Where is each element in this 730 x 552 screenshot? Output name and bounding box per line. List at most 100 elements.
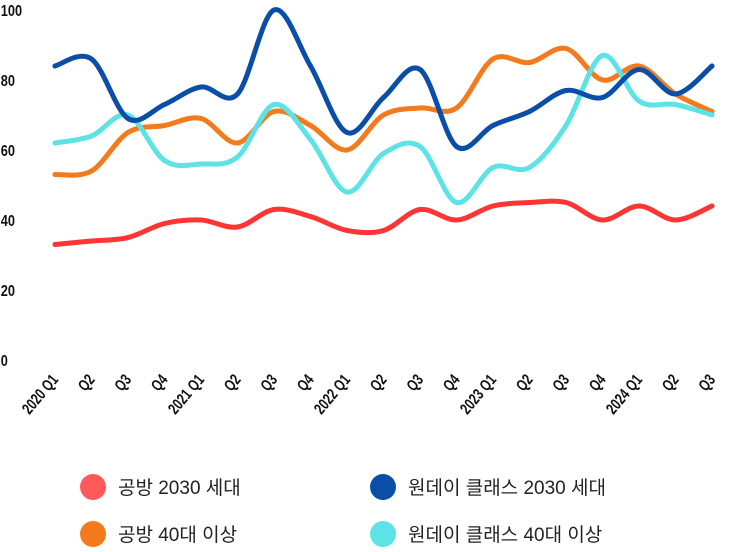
y-tick-label: 20 (1, 283, 15, 301)
data-point (271, 109, 277, 114)
data-point (344, 189, 350, 195)
data-point (454, 105, 459, 111)
data-point (198, 161, 204, 167)
x-tick-label: 2020 Q1 (18, 370, 62, 417)
data-point (308, 214, 313, 219)
data-point (381, 228, 386, 233)
data-point (381, 95, 386, 100)
data-point (600, 77, 605, 83)
data-point (381, 112, 386, 118)
data-point (454, 217, 459, 223)
data-point (125, 116, 131, 121)
legend-item-craft-40plus: 공방 40대 이상 (80, 520, 237, 547)
legend-swatch (370, 520, 396, 547)
x-tick-label: Q4 (585, 370, 609, 394)
legend-swatch (80, 473, 106, 500)
y-tick-label: 60 (1, 143, 15, 161)
x-tick-label: Q2 (658, 370, 682, 394)
data-point (490, 123, 496, 128)
data-point (709, 203, 715, 209)
y-tick-label: 0 (1, 353, 8, 371)
legend-label: 원데이 클래스 40대 이상 (408, 525, 603, 546)
legend-item-oneday-2030: 원데이 클래스 2030 세대 (370, 473, 606, 500)
data-point (527, 60, 532, 65)
data-point (600, 53, 605, 58)
data-point (563, 200, 569, 205)
data-point (673, 102, 678, 107)
data-point (308, 123, 313, 128)
y-tick-label: 40 (1, 213, 15, 231)
data-point (563, 88, 569, 93)
data-point (125, 235, 131, 240)
data-point (417, 105, 423, 111)
x-tick-label: 2023 Q1 (456, 370, 500, 417)
y-tick-label: 80 (1, 73, 15, 91)
x-tick-label: Q3 (694, 370, 718, 394)
x-tick-label: Q4 (439, 370, 463, 394)
data-point (162, 123, 167, 128)
data-point (673, 91, 678, 97)
data-point (52, 172, 58, 177)
x-tick-label: Q2 (512, 370, 536, 394)
data-point (709, 112, 715, 118)
data-point (709, 63, 715, 69)
data-point (344, 130, 350, 135)
data-point (527, 109, 532, 114)
data-point (89, 133, 94, 139)
legend-label: 공방 2030 세대 (118, 478, 241, 499)
data-point (271, 7, 277, 13)
data-point (490, 203, 496, 209)
legend-item-craft-2030: 공방 2030 세대 (80, 473, 241, 500)
data-point (454, 200, 459, 205)
x-tick-label: 2024 Q1 (602, 370, 646, 417)
data-point (271, 207, 277, 212)
legend-swatch (370, 473, 396, 500)
data-point (125, 130, 131, 135)
data-point (235, 224, 240, 230)
x-tick-label: Q2 (220, 370, 244, 394)
data-point (454, 144, 459, 149)
x-tick-label: Q2 (74, 370, 98, 394)
data-point (198, 217, 204, 223)
data-point (235, 91, 240, 97)
legend-label: 원데이 클래스 2030 세대 (408, 478, 606, 499)
data-point (271, 102, 277, 107)
data-point (89, 168, 94, 174)
y-tick-label: 100 (1, 3, 22, 21)
data-point (162, 102, 167, 107)
x-tick-label: Q2 (366, 370, 390, 394)
data-point (563, 123, 569, 128)
data-point (344, 228, 350, 233)
data-point (417, 144, 423, 149)
data-point (52, 63, 58, 69)
data-point (52, 242, 58, 247)
x-tick-label: Q3 (548, 370, 572, 394)
data-point (600, 217, 605, 223)
series-line-0 (52, 198, 715, 247)
x-tick-label: Q3 (402, 370, 426, 394)
data-point (490, 165, 496, 170)
data-point (162, 221, 167, 226)
data-point (563, 46, 569, 51)
x-tick-label: 2021 Q1 (164, 370, 208, 417)
data-point (636, 203, 642, 209)
x-tick-label: Q4 (293, 370, 317, 394)
data-point (527, 165, 532, 170)
data-point (344, 147, 350, 153)
data-point (636, 98, 642, 104)
legend-label: 공방 40대 이상 (118, 525, 238, 546)
legend-swatch (80, 520, 106, 547)
data-point (89, 56, 94, 62)
x-tick-label: Q4 (147, 370, 171, 394)
data-point (636, 67, 642, 72)
data-point (198, 116, 204, 121)
x-tick-label: Q3 (256, 370, 280, 394)
legend-item-oneday-40plus: 원데이 클래스 40대 이상 (370, 520, 602, 547)
data-point (308, 63, 313, 69)
data-point (308, 137, 313, 142)
data-point (417, 67, 423, 72)
data-point (673, 217, 678, 223)
data-point (490, 56, 496, 62)
data-point (235, 154, 240, 160)
